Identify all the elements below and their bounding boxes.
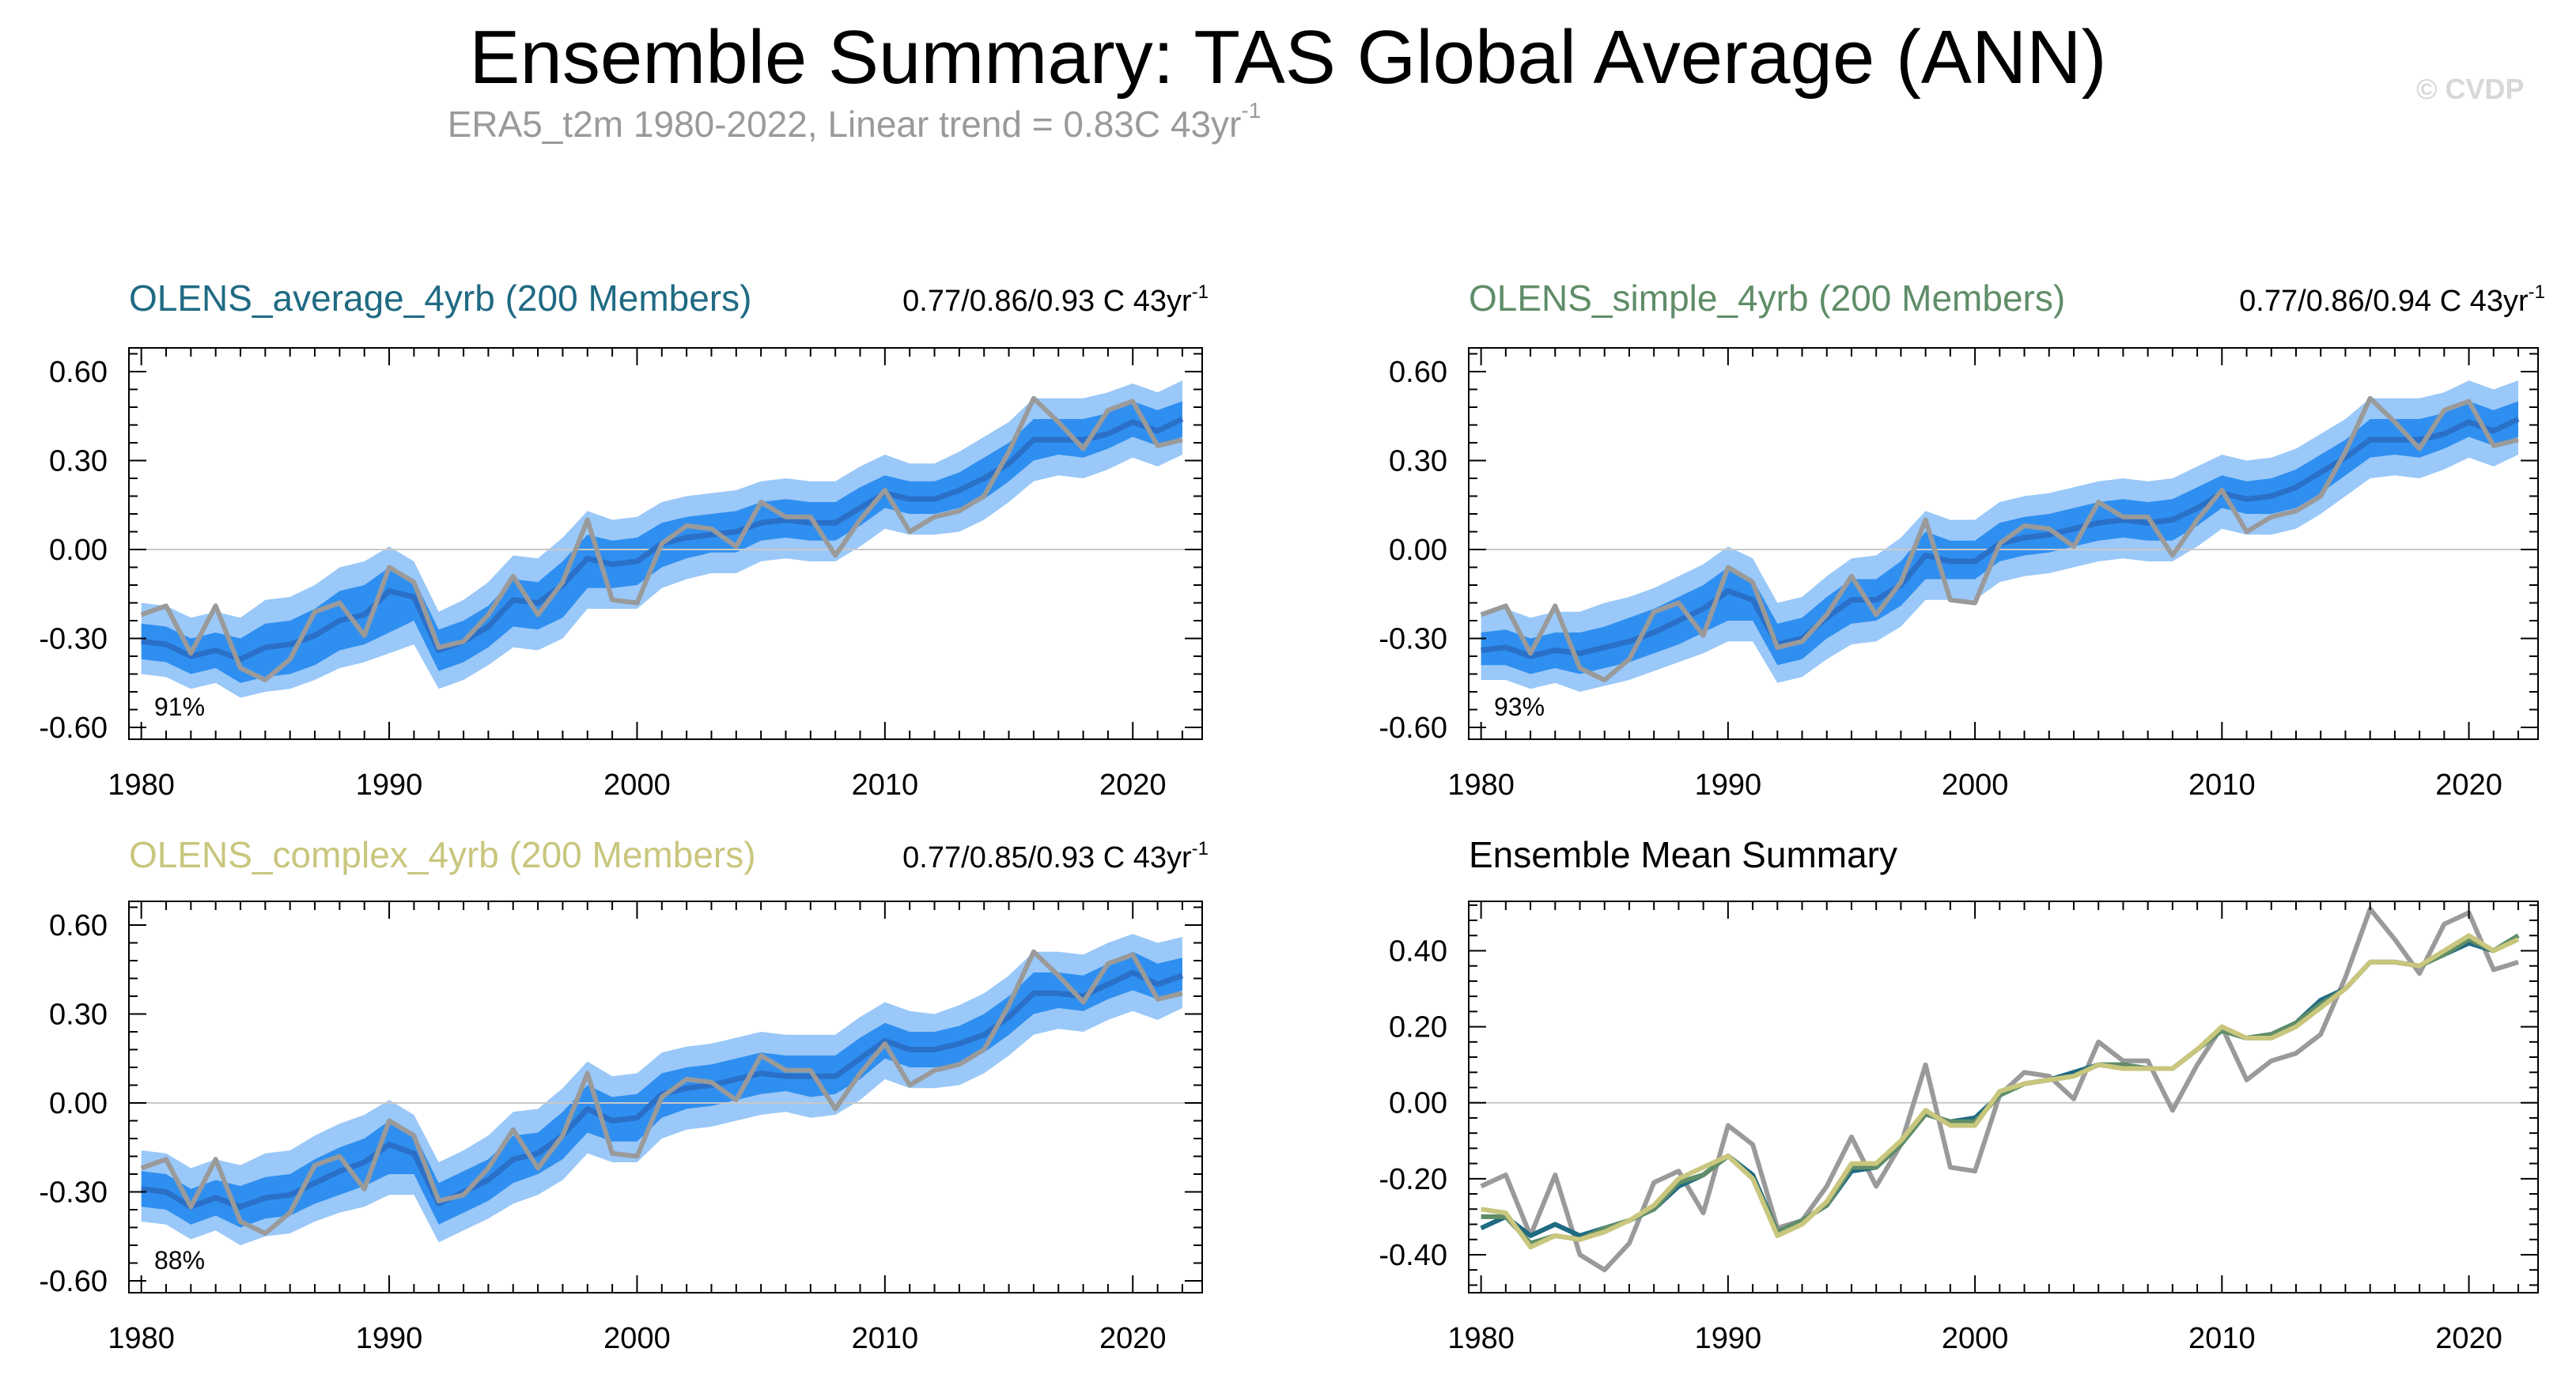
y-tick-label: 0.30 [1389, 445, 1447, 478]
y-tick-label: 0.20 [1389, 1011, 1447, 1044]
x-tick-label: 2020 [1099, 769, 1167, 802]
y-tick-label: -0.40 [1379, 1239, 1447, 1272]
x-tick-label: 2010 [852, 769, 919, 802]
x-tick-label: 1980 [108, 1322, 175, 1355]
spread-band-68 [141, 951, 1182, 1228]
y-tick-label: 0.30 [49, 999, 108, 1032]
plot-frame [128, 901, 1203, 1293]
subtitle: ERA5_t2m 1980-2022, Linear trend = 0.83C… [0, 98, 1708, 145]
chart-panel-3: OLENS_complex_4yrb (200 Members) 0.77/0.8… [39, 834, 1209, 1355]
y-tick-label: 0.60 [49, 356, 108, 389]
x-tick-label: 1980 [1447, 769, 1515, 802]
trend-label-exponent: -1 [2529, 281, 2545, 303]
x-tick-label: 2010 [2188, 1322, 2256, 1355]
y-tick-label: -0.30 [39, 623, 108, 656]
x-tick-label: 1990 [356, 769, 423, 802]
y-tick-label: 0.00 [49, 534, 108, 567]
x-tick-label: 2000 [1942, 769, 2009, 802]
y-tick-label: 0.00 [49, 1087, 108, 1120]
spread-band-68 [1481, 401, 2518, 674]
y-tick-label: 0.00 [1389, 534, 1447, 567]
plot-frame [1468, 901, 2539, 1293]
x-tick-label: 2000 [1942, 1322, 2009, 1355]
trend-label: 0.77/0.85/0.93 C 43yr-1 [902, 838, 1209, 874]
trend-label-text: 0.77/0.86/0.94 C 43yr [2239, 285, 2529, 318]
y-tick-label: 0.60 [1389, 356, 1447, 389]
y-tick-label: -0.30 [39, 1176, 108, 1210]
chart-panel-4: Ensemble Mean Summary 1980 1990 2000 2010 202… [1379, 834, 2539, 1355]
observation-line [140, 395, 1183, 682]
x-tick-label: 2010 [852, 1322, 919, 1355]
x-tick-label: 2020 [2435, 769, 2502, 802]
x-tick-label: 1980 [108, 769, 175, 802]
subtitle-text: ERA5_t2m 1980-2022, Linear trend = 0.83C… [447, 104, 1242, 145]
credit-watermark: © CVDP [2416, 73, 2525, 105]
y-tick-label: -0.60 [39, 1265, 108, 1298]
x-tick-label: 1990 [356, 1322, 423, 1355]
percent-label: 93% [1494, 693, 1545, 721]
panel-title: Ensemble Mean Summary [1469, 834, 1897, 875]
plot-frame [128, 347, 1203, 740]
panel-title: OLENS_average_4yrb (200 Members) [129, 278, 751, 319]
x-tick-label: 2010 [2188, 769, 2256, 802]
percent-label: 88% [154, 1246, 205, 1275]
x-tick-label: 1980 [1447, 1322, 1515, 1355]
main-title: Ensemble Summary: TAS Global Average (AN… [469, 15, 2107, 100]
observation-line [1480, 395, 2519, 682]
observation-line [140, 949, 1183, 1236]
percent-label: 91% [154, 693, 205, 721]
x-tick-label: 2020 [2435, 1322, 2502, 1355]
olens_average-line [1480, 933, 2520, 1238]
trend-label-text: 0.77/0.86/0.93 C 43yr [902, 285, 1192, 318]
trend-label-exponent: -1 [1192, 838, 1209, 859]
y-tick-label: -0.20 [1379, 1163, 1447, 1196]
y-tick-label: 0.60 [49, 909, 108, 942]
x-tick-label: 2000 [603, 1322, 671, 1355]
olens_complex-line [1481, 933, 2520, 1250]
x-tick-label: 2000 [603, 769, 671, 802]
y-tick-label: 0.40 [1389, 935, 1447, 968]
panel-title: OLENS_complex_4yrb (200 Members) [129, 834, 756, 875]
plot-frame [1468, 347, 2539, 740]
panel-title: OLENS_simple_4yrb (200 Members) [1469, 278, 2065, 319]
trend-label: 0.77/0.86/0.94 C 43yr-1 [2239, 281, 2545, 318]
ensemble-mean-line [141, 969, 1184, 1210]
x-tick-label: 1990 [1695, 1322, 1762, 1355]
x-tick-label: 2020 [1099, 1322, 1167, 1355]
x-tick-label: 1990 [1695, 769, 1762, 802]
y-tick-label: 0.30 [49, 445, 108, 478]
trend-label: 0.77/0.86/0.93 C 43yr-1 [902, 281, 1209, 318]
trend-label-text: 0.77/0.85/0.93 C 43yr [902, 841, 1192, 874]
y-tick-label: -0.60 [39, 712, 108, 745]
subtitle-exponent: -1 [1241, 98, 1262, 123]
y-tick-label: -0.30 [1379, 623, 1447, 656]
chart-panel-2: OLENS_simple_4yrb (200 Members) 0.77/0.86… [1379, 278, 2545, 802]
chart-panel-1: OLENS_average_4yrb (200 Members) 0.77/0.8… [39, 278, 1209, 802]
y-tick-label: 0.00 [1389, 1087, 1447, 1120]
trend-label-exponent: -1 [1192, 281, 1209, 303]
y-tick-label: -0.60 [1379, 712, 1447, 745]
